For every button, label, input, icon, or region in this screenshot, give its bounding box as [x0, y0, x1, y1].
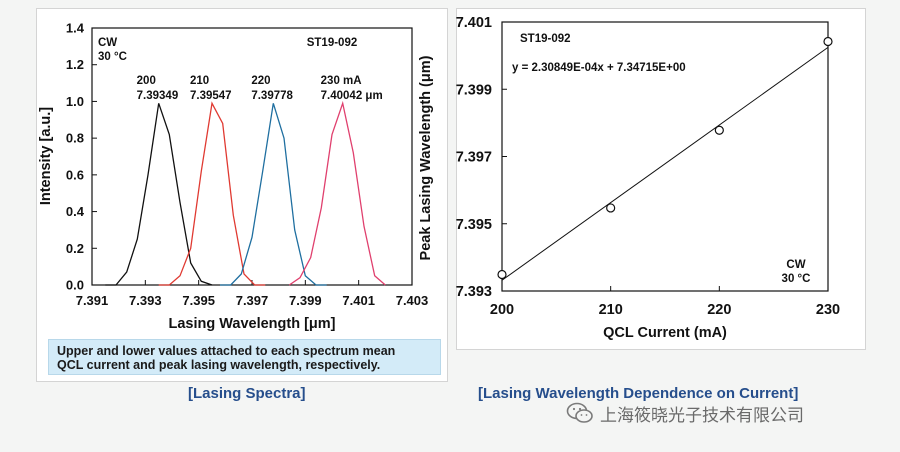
wechat-icon — [566, 402, 593, 423]
spectrum-peak-label-200: 7.39349 — [137, 90, 179, 102]
spectra-caption: [Lasing Spectra] — [188, 385, 306, 402]
spectrum-series-230 — [288, 100, 386, 286]
spectra-panel — [36, 8, 448, 382]
spectra-y-label: Intensity [a.u.] — [38, 107, 54, 205]
dependence-x-tick-label: 200 — [490, 302, 514, 318]
spectra-y-tick-label: 1.2 — [66, 57, 84, 72]
dependence-sample-id: ST19-092 — [520, 33, 571, 45]
dependence-data-point — [823, 36, 833, 47]
dependence-y-tick-label: 7.393 — [456, 284, 492, 300]
spectrum-current-label-220: 220 — [251, 75, 270, 87]
dependence-data-point — [606, 203, 616, 213]
spectra-y-tick-label: 0.2 — [66, 241, 84, 256]
dependence-fit-line — [501, 46, 829, 281]
spectra-x-tick-label: 7.391 — [76, 293, 109, 308]
spectra-x-tick-label: 7.397 — [236, 293, 269, 308]
dependence-caption: [Lasing Wavelength Dependence on Current… — [478, 385, 799, 402]
dependence-x-tick-label: 220 — [707, 302, 731, 318]
spectrum-series-210 — [158, 101, 266, 286]
spectrum-peak-label-210: 7.39547 — [190, 90, 232, 102]
spectrum-series-200 — [105, 103, 213, 286]
dependence-x-tick-label: 210 — [599, 302, 623, 318]
spectra-sample-id: ST19-092 — [307, 37, 358, 49]
dependence-x-tick-label: 230 — [816, 302, 840, 318]
dependence-condition-cw: CW — [786, 259, 805, 271]
spectrum-current-label-200: 200 — [137, 75, 156, 87]
spectra-x-tick-label: 7.401 — [342, 293, 375, 308]
spectra-note-line2: QCL current and peak lasing wavelength, … — [57, 358, 381, 372]
watermark: 上海筱晓光子技术有限公司 — [566, 400, 804, 426]
dependence-x-label: QCL Current (mA) — [603, 325, 727, 341]
spectra-y-tick-label: 1.0 — [66, 94, 84, 109]
spectra-y-tick-label: 0.4 — [66, 204, 85, 219]
spectrum-peak-label-230: 7.40042 μm — [321, 90, 383, 102]
spectra-note: Upper and lower values attached to each … — [48, 339, 441, 375]
dependence-data-point — [714, 125, 724, 135]
spectra-x-label: Lasing Wavelength [μm] — [168, 316, 335, 332]
dependence-data-point — [497, 269, 507, 280]
spectrum-peak-label-220: 7.39778 — [251, 90, 293, 102]
dependence-y-tick-label: 7.397 — [456, 150, 492, 166]
spectra-x-tick-label: 7.393 — [129, 293, 162, 308]
spectra-x-tick-label: 7.399 — [289, 293, 322, 308]
spectra-condition-temp: 30 °C — [98, 51, 127, 63]
dependence-y-tick-label: 7.395 — [456, 217, 492, 233]
spectra-y-tick-label: 0.0 — [66, 278, 84, 293]
spectra-y-tick-label: 0.8 — [66, 131, 84, 146]
dependence-y-label: Peak Lasing Wavelength (μm) — [418, 55, 434, 260]
dependence-panel — [456, 8, 866, 350]
spectrum-current-label-210: 210 — [190, 75, 209, 87]
spectra-condition-cw: CW — [98, 37, 117, 49]
spectra-x-tick-label: 7.403 — [396, 293, 429, 308]
spectrum-series-220 — [220, 103, 327, 286]
dependence-condition-temp: 30 °C — [782, 273, 811, 285]
spectra-x-tick-label: 7.395 — [182, 293, 215, 308]
spectra-note-line1: Upper and lower values attached to each … — [57, 344, 396, 358]
spectra-y-tick-label: 1.4 — [66, 21, 85, 36]
dependence-y-tick-label: 7.399 — [456, 82, 492, 98]
spectrum-current-label-230: 230 mA — [321, 75, 362, 87]
dependence-fit-equation: y = 2.30849E-04x + 7.34715E+00 — [512, 62, 686, 74]
watermark-text: 上海筱晓光子技术有限公司 — [600, 405, 804, 426]
spectra-y-tick-label: 0.6 — [66, 167, 84, 182]
dependence-y-tick-label: 7.401 — [456, 15, 492, 31]
